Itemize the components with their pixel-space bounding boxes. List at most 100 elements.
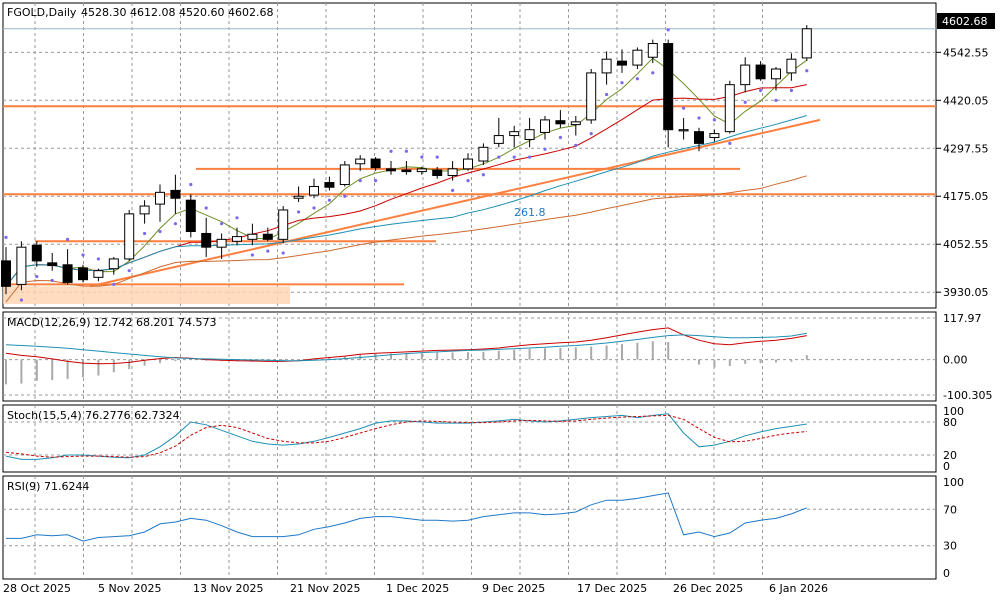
sar-dot [420,155,424,159]
candle-body[interactable] [278,209,289,240]
sar-dot [35,274,39,279]
sar-dot [81,253,85,257]
candle-body[interactable] [570,121,581,126]
sar-dot [374,179,378,183]
candle-body[interactable] [262,233,273,240]
candle-body[interactable] [62,264,73,283]
candle-body[interactable] [447,168,458,177]
candle-body[interactable] [401,169,412,173]
candle-body[interactable] [771,68,781,80]
indicator-tick-label: 117.97 [943,312,982,325]
price-tick-label: 4420.05 [943,94,989,107]
candle-body[interactable] [355,158,366,165]
indicator-tick-label: 100 [943,476,964,489]
date-tick-label: 5 Nov 2025 [98,582,161,595]
stoch-main-line [5,413,807,460]
stoch-signal-line [5,414,807,458]
candle-body[interactable] [247,233,258,240]
candle-body[interactable] [16,246,27,285]
candle-body[interactable] [493,135,504,144]
candle-body[interactable] [293,195,304,199]
sar-dot [173,222,177,226]
candle-body[interactable] [786,58,797,74]
sar-dot [66,237,70,241]
candle-body[interactable] [155,191,165,205]
candle-body[interactable] [478,146,489,162]
rsi-title: RSI(9) 71.6244 [7,480,89,493]
sar-dot [4,235,8,239]
sar-dot [204,206,208,210]
candle-body[interactable] [740,64,751,86]
candle-body[interactable] [386,168,396,172]
candle-body[interactable] [185,199,196,233]
candle-body[interactable] [709,133,720,139]
candle-body[interactable] [509,131,520,137]
sar-dot [451,188,455,192]
candle-body[interactable] [78,267,88,281]
sar-dot [96,257,100,261]
sar-dot [481,173,485,177]
sar-dot [143,231,147,236]
sar-dot [728,141,732,145]
sar-dot [789,88,794,93]
candle-body[interactable] [232,236,242,242]
indicator-tick-label: 0 [943,460,950,473]
price-tick-label: 4052.55 [943,238,989,251]
candle-body[interactable] [632,49,643,66]
sar-dot [189,182,193,187]
price-badge-box [937,13,995,29]
candle-body[interactable] [524,129,535,140]
candle-body[interactable] [555,120,566,125]
sar-dot [589,132,593,136]
candle-body[interactable] [678,129,689,132]
price-badge: 4602.68 [942,15,988,28]
sar-dot [112,282,116,286]
sar-dot [512,155,516,159]
candle-body[interactable] [586,72,597,121]
date-tick-label: 28 Oct 2025 [3,582,71,595]
candle-body[interactable] [216,238,227,248]
sar-dot [574,143,578,147]
candle-body[interactable] [416,168,427,173]
sar-dot [743,100,747,104]
macd-line [5,327,807,365]
candle-body[interactable] [370,158,381,169]
candle-body[interactable] [801,28,812,59]
candle-body[interactable] [324,182,335,188]
candle-body[interactable] [309,185,319,196]
sar-dot [297,210,301,214]
candle-body[interactable] [31,244,42,262]
sar-dot [250,253,254,257]
date-tick-label: 1 Dec 2025 [386,582,449,595]
indicator-tick-label: 100 [943,405,964,418]
candle-body[interactable] [139,205,150,215]
candle-body[interactable] [108,258,119,270]
candle-body[interactable] [93,270,104,278]
sar-dot [158,229,162,234]
candle-body[interactable] [463,158,473,170]
candle-body[interactable] [617,60,627,66]
sar-dot [266,249,270,253]
candle-body[interactable] [663,43,674,131]
indicator-tick-label: 30 [943,540,957,553]
candle-body[interactable] [755,64,766,80]
candle-body[interactable] [47,262,58,267]
sar-dot [697,116,701,120]
candle-body[interactable] [540,119,550,133]
candle-body[interactable] [170,189,181,199]
candle-body[interactable] [124,213,135,260]
candle-body[interactable] [601,58,612,74]
price-tick-label: 3930.05 [943,286,989,299]
sar-dot [19,298,23,302]
candle-body[interactable] [724,84,735,133]
candle-body[interactable] [1,260,11,287]
candle-body[interactable] [694,131,704,144]
candle-body[interactable] [339,164,350,186]
candle-body[interactable] [432,169,443,177]
candle-body[interactable] [201,232,212,248]
candles[interactable] [1,25,812,295]
indicator-tick-label: -100.305 [943,389,992,402]
candle-body[interactable] [647,43,658,58]
